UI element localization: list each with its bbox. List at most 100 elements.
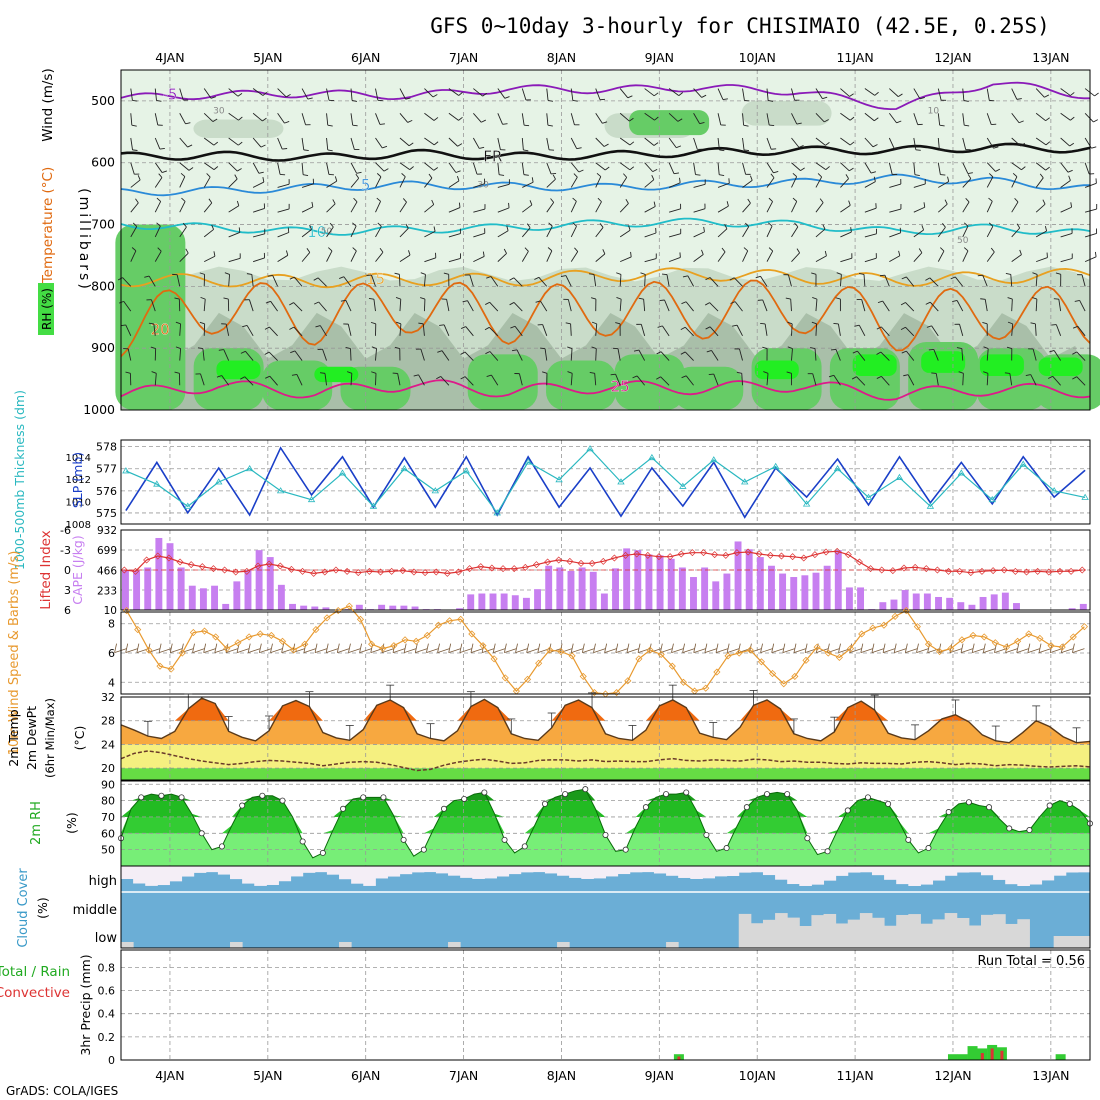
wind-speed-marker (267, 631, 275, 639)
wind-barb-flag (1091, 146, 1097, 149)
wind-speed-marker (390, 642, 398, 650)
wind-barb-flag (870, 171, 877, 174)
li-marker (354, 569, 362, 577)
high-cloud-gap (968, 866, 982, 873)
wind-barb-flag (420, 297, 426, 300)
li-marker (588, 559, 596, 567)
rh2m-marker (1046, 802, 1053, 809)
wind-barb-flag (437, 350, 443, 353)
wind-barb (644, 258, 657, 263)
li-marker (688, 549, 696, 557)
wind-barb-flag (749, 643, 752, 653)
wind-barb (595, 348, 597, 361)
wind-barb (399, 112, 409, 123)
wind-barb-flag (874, 117, 879, 122)
wind-barb (888, 162, 893, 175)
wind-barb (570, 162, 580, 173)
wind-barb (644, 88, 655, 97)
wind-barb-flag (653, 142, 659, 146)
wind-barb (301, 252, 311, 262)
wind-speed-marker (1036, 634, 1044, 642)
wind-barb (370, 648, 383, 653)
y-tick-label: 90 (101, 778, 115, 791)
wind-barb (962, 250, 969, 262)
wind-speed-marker (468, 630, 476, 638)
wind-speed-marker (557, 647, 565, 656)
wind-barb (815, 88, 823, 99)
wind-barb-flag (785, 297, 791, 300)
wind-barb-flag (703, 226, 705, 232)
wind-barb-flag (216, 375, 222, 378)
li-marker (176, 558, 184, 566)
wind-barb-flag (236, 200, 240, 206)
li-marker (510, 565, 518, 573)
wind-barb (972, 648, 985, 653)
rh2m-marker (804, 835, 811, 842)
wind-barb-flag (405, 223, 409, 229)
wind-barb (849, 648, 862, 653)
wind-barb (1011, 299, 1013, 312)
wind-barb-flag (581, 643, 585, 653)
wind-barb-flag (458, 91, 463, 96)
wind-barb (913, 206, 925, 213)
low-cloud-bar (775, 913, 788, 948)
cape-bar (600, 593, 608, 610)
rh2m-marker (703, 831, 710, 838)
cape-bar (545, 565, 553, 610)
wind-barb (375, 176, 382, 188)
wind-barb (815, 176, 823, 188)
wind-barb (619, 162, 631, 171)
high-cloud-gap (811, 866, 825, 885)
wind-barb (179, 252, 189, 262)
wind-barb (546, 250, 553, 262)
cape-bar (478, 593, 486, 610)
wind-barb (1058, 299, 1062, 312)
wind-barb-flag (872, 144, 878, 148)
wind-barb (399, 323, 402, 336)
wind-barb (269, 326, 278, 337)
cape-bar (244, 570, 252, 610)
high-cloud-gap (411, 866, 425, 873)
date-tick-label: 9JAN (645, 50, 674, 65)
wind-barb (154, 177, 163, 188)
wind-barb (717, 162, 720, 175)
wind-barb (301, 113, 306, 125)
wind-barb-flag (200, 296, 206, 300)
high-cloud-gap (884, 866, 897, 880)
low-cloud-bar (835, 923, 849, 948)
wind-barb-flag (265, 375, 270, 379)
wind-barb (322, 349, 327, 361)
cape-bar (957, 602, 965, 610)
wind-barb (154, 88, 157, 101)
thickness-marker (1081, 493, 1089, 500)
wind-barb (593, 648, 606, 653)
high-cloud-gap (678, 866, 691, 878)
wind-barb-flag (1074, 299, 1080, 302)
wind-barb-flag (593, 643, 596, 653)
wind-barb (127, 348, 132, 361)
wind-barb (693, 254, 704, 262)
wind-barb-flag (681, 301, 687, 305)
chart-title: GFS 0~10day 3-hourly for CHISIMAIO (42.5… (430, 14, 1050, 38)
high-cloud-gap (629, 866, 643, 873)
wind-barb (130, 179, 141, 188)
wind-barb (277, 137, 283, 150)
low-cloud-bar (339, 942, 352, 948)
wind-barb-flag (224, 272, 230, 275)
wind-barb (249, 299, 254, 312)
wind-barb-flag (510, 325, 516, 329)
wind-barb (791, 113, 798, 125)
wind-barb (815, 137, 826, 146)
wind-barb (913, 137, 917, 150)
wind-barb (595, 113, 603, 124)
wind-barb (983, 648, 996, 653)
wind-barb (228, 178, 238, 188)
wind-barb (373, 299, 376, 312)
wind-barb (857, 350, 866, 361)
wind-barb (693, 208, 706, 213)
y-tick-label: 0 (108, 1054, 115, 1067)
wind-barb (1035, 177, 1044, 188)
cape-bar (355, 604, 363, 610)
high-cloud-gap (254, 866, 267, 886)
wind-barb-flag (952, 300, 958, 303)
